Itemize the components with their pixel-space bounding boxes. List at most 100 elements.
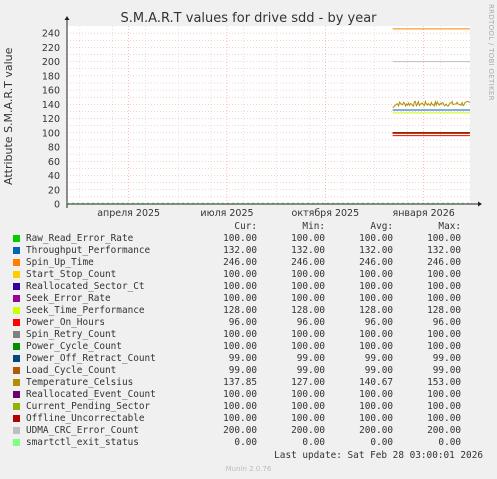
legend-value-max: 99.00	[432, 352, 461, 364]
legend-row: Load_Cycle_Count 99.00 99.00 99.00 99.00	[12, 364, 492, 376]
legend: Cur: Min: Avg: Max: Raw_Read_Error_Rate 1…	[12, 221, 492, 448]
legend-value-cur: 99.00	[228, 364, 257, 376]
legend-series-name: Power_Off_Retract_Count	[26, 352, 156, 364]
legend-series-name: smartctl_exit_status	[26, 436, 139, 448]
legend-value-min: 132.00	[291, 244, 325, 256]
legend-swatch	[13, 402, 20, 410]
legend-value-avg: 99.00	[364, 364, 393, 376]
legend-value-max: 100.00	[427, 328, 461, 340]
legend-value-avg: 100.00	[359, 328, 393, 340]
legend-row: Temperature_Celsius 137.85 127.00 140.67 153…	[12, 376, 492, 388]
legend-row: Start_Stop_Count 100.00 100.00 100.00 100.00	[12, 268, 492, 280]
legend-value-min: 96.00	[296, 316, 325, 328]
legend-value-min: 100.00	[291, 328, 325, 340]
legend-row: smartctl_exit_status 0.00 0.00 0.00 0.00	[12, 436, 492, 448]
legend-value-avg: 100.00	[359, 340, 393, 352]
chart-title: S.M.A.R.T values for drive sdd - by year	[120, 11, 377, 26]
legend-value-avg: 100.00	[359, 400, 393, 412]
legend-value-min: 128.00	[291, 304, 325, 316]
legend-series-name: Power_On_Hours	[26, 316, 106, 328]
y-tick-label: 20	[48, 185, 60, 196]
legend-value-min: 0.00	[302, 436, 325, 448]
y-tick-label: 180	[42, 71, 60, 82]
y-tick-label: 60	[48, 157, 60, 168]
legend-value-avg: 100.00	[359, 280, 393, 292]
legend-header-avg: Avg:	[370, 221, 393, 232]
legend-value-max: 128.00	[427, 304, 461, 316]
last-update: Last update: Sat Feb 28 03:00:01 2026	[274, 450, 483, 461]
legend-series-name: UDMA_CRC_Error_Count	[26, 424, 139, 436]
legend-header: Cur: Min: Avg: Max:	[12, 221, 492, 232]
y-tick-label: 0	[54, 200, 60, 211]
legend-value-max: 100.00	[427, 388, 461, 400]
legend-row: Seek_Time_Performance 128.00 128.00 128.00 1…	[12, 304, 492, 316]
legend-swatch	[13, 258, 20, 266]
legend-series-name: Reallocated_Sector_Ct	[26, 280, 145, 292]
legend-value-min: 127.00	[291, 376, 325, 388]
legend-value-avg: 99.00	[364, 352, 393, 364]
legend-value-cur: 100.00	[223, 412, 257, 424]
legend-value-cur: 100.00	[223, 232, 257, 244]
legend-value-cur: 246.00	[223, 256, 257, 268]
legend-value-max: 200.00	[427, 424, 461, 436]
legend-value-max: 132.00	[427, 244, 461, 256]
legend-value-cur: 132.00	[223, 244, 257, 256]
legend-swatch	[13, 306, 20, 314]
legend-value-max: 246.00	[427, 256, 461, 268]
legend-value-min: 100.00	[291, 400, 325, 412]
legend-series-name: Load_Cycle_Count	[26, 364, 117, 376]
plot-background	[67, 26, 470, 204]
y-axis-arrow	[64, 16, 70, 20]
y-tick-label: 80	[48, 143, 60, 154]
legend-row: Throughput_Performance 132.00 132.00 132.00…	[12, 244, 492, 256]
legend-value-avg: 100.00	[359, 412, 393, 424]
legend-swatch	[13, 414, 20, 422]
legend-value-min: 99.00	[296, 364, 325, 376]
legend-row: Spin_Retry_Count 100.00 100.00 100.00 100.00	[12, 328, 492, 340]
legend-swatch	[13, 366, 20, 374]
legend-swatch	[13, 270, 20, 278]
y-tick-label: 240	[42, 29, 60, 40]
legend-value-max: 100.00	[427, 340, 461, 352]
legend-row: Seek_Error_Rate 100.00 100.00 100.00 100.00	[12, 292, 492, 304]
legend-header-max: Max:	[438, 221, 461, 232]
legend-value-avg: 140.67	[359, 376, 393, 388]
legend-value-cur: 99.00	[228, 352, 257, 364]
legend-swatch	[13, 354, 20, 362]
legend-series-name: Spin_Up_Time	[26, 256, 94, 268]
legend-row: Current_Pending_Sector 100.00 100.00 100.00…	[12, 400, 492, 412]
legend-series-name: Current_Pending_Sector	[26, 400, 151, 412]
legend-value-min: 200.00	[291, 424, 325, 436]
legend-value-cur: 96.00	[228, 316, 257, 328]
legend-value-max: 0.00	[438, 436, 461, 448]
legend-row: Power_Off_Retract_Count 99.00 99.00 99.00 99…	[12, 352, 492, 364]
y-tick-label: 40	[48, 171, 60, 182]
x-tick-label: июля 2025	[200, 208, 253, 219]
legend-value-min: 246.00	[291, 256, 325, 268]
legend-value-cur: 100.00	[223, 292, 257, 304]
legend-value-cur: 100.00	[223, 328, 257, 340]
y-tick-label: 140	[42, 100, 60, 111]
legend-value-avg: 100.00	[359, 292, 393, 304]
legend-value-cur: 100.00	[223, 400, 257, 412]
legend-value-min: 100.00	[291, 412, 325, 424]
y-tick-label: 200	[42, 57, 60, 68]
legend-row: UDMA_CRC_Error_Count 200.00 200.00 200.00 20…	[12, 424, 492, 436]
legend-value-max: 99.00	[432, 364, 461, 376]
rrdtool-credit: RRDTOOL / TOBI OETIKER	[487, 4, 495, 101]
legend-series-name: Spin_Retry_Count	[26, 328, 117, 340]
legend-value-avg: 246.00	[359, 256, 393, 268]
legend-swatch	[13, 390, 20, 398]
y-tick-label: 100	[42, 128, 60, 139]
legend-value-max: 100.00	[427, 400, 461, 412]
legend-value-min: 100.00	[291, 268, 325, 280]
x-tick-label: октября 2025	[292, 208, 360, 219]
legend-value-min: 100.00	[291, 292, 325, 304]
legend-value-cur: 100.00	[223, 340, 257, 352]
legend-series-name: Seek_Time_Performance	[26, 304, 145, 316]
x-tick-label: апреля 2025	[97, 208, 160, 219]
legend-value-max: 153.00	[427, 376, 461, 388]
legend-swatch	[13, 378, 20, 386]
legend-value-min: 100.00	[291, 388, 325, 400]
legend-swatch	[13, 330, 20, 338]
